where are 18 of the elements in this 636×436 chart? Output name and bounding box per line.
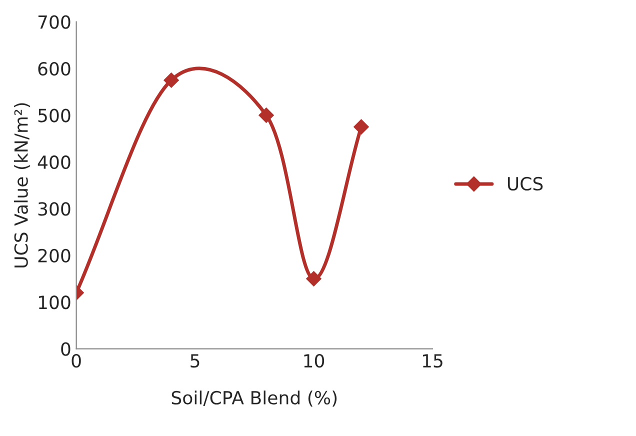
legend-label: UCS — [508, 176, 543, 191]
point — [354, 119, 369, 134]
x-tick-label: 5 — [190, 354, 200, 368]
y-tick-label: 600 — [38, 62, 70, 76]
point — [258, 108, 274, 123]
x-tick-label: 0 — [72, 354, 81, 368]
x-tick-label: 15 — [422, 354, 442, 368]
y-tick-label: 400 — [38, 155, 70, 170]
point — [306, 271, 322, 286]
y-tick-label: 300 — [38, 202, 70, 216]
y-tick-label: 700 — [38, 15, 70, 29]
x-axis-title: Soil/CPA Blend (%) — [172, 390, 337, 407]
x-tick-label: 10 — [304, 354, 324, 368]
y-tick-label: 100 — [38, 296, 70, 310]
y-tick-label: 500 — [38, 108, 70, 122]
y-tick-label: 0 — [61, 342, 70, 356]
y-axis-title: UCS Value (kN/m²) — [14, 103, 30, 268]
y-tick-label: 200 — [38, 248, 70, 262]
